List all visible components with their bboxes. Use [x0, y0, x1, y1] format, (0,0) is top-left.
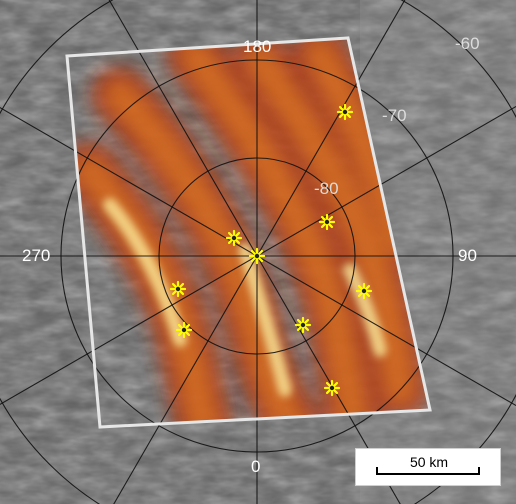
marker-star: [355, 282, 373, 300]
graticule-meridian: [108, 0, 258, 257]
marker-star: [248, 247, 266, 265]
graticule-meridian: [256, 255, 401, 504]
marker-center: [324, 219, 330, 225]
lon-label-90: 90: [458, 246, 477, 265]
heat-hotspot: [343, 263, 387, 357]
scale-bar-line: [376, 473, 480, 475]
heat-band-core: [245, 45, 415, 405]
graticule-meridian: [0, 255, 258, 406]
lat-label-minus-70: -70: [382, 106, 407, 125]
marker-star: [175, 321, 193, 339]
marker-star: [169, 280, 187, 298]
heat-hotspot: [103, 198, 187, 347]
marker-star: [336, 103, 354, 121]
marker-layer: [169, 103, 373, 397]
scale-bar-label: 50 km: [409, 454, 449, 470]
lat-label-minus-80: -80: [314, 179, 339, 198]
marker-star: [323, 379, 341, 397]
marker-center: [361, 288, 367, 294]
heat-band-core: [105, 80, 315, 427]
scale-bar-tick-left: [376, 467, 378, 475]
marker-star: [318, 213, 336, 231]
scale-bar-tick-right: [478, 467, 480, 475]
graticule-meridian: [256, 255, 516, 407]
marker-center: [181, 327, 187, 333]
marker-center: [231, 235, 237, 241]
lon-label-180: 180: [243, 37, 272, 56]
marker-center: [175, 286, 181, 292]
marker-center: [342, 109, 348, 115]
graticule-meridian: [256, 105, 516, 257]
marker-star: [225, 229, 243, 247]
lon-label-0: 0: [251, 457, 261, 476]
heat-band-core: [180, 40, 370, 427]
region-outline: [65, 36, 432, 429]
graticule-meridian: [113, 255, 258, 504]
marker-star: [294, 316, 312, 334]
scale-bar-box: 50 km: [355, 448, 501, 486]
marker-center: [300, 322, 306, 328]
marker-center: [254, 253, 260, 259]
graticule-meridian: [256, 0, 406, 257]
lat-label-minus-60: -60: [455, 34, 480, 53]
lon-label-270: 270: [22, 246, 51, 265]
marker-center: [329, 385, 335, 391]
